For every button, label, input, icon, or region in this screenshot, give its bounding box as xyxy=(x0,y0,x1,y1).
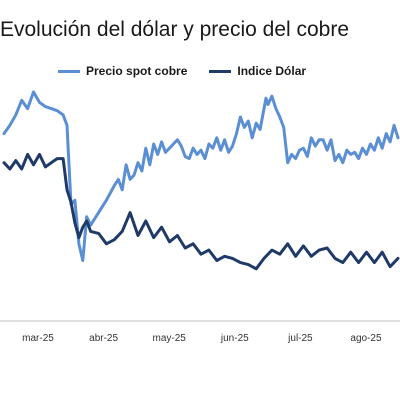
legend-item-dollar-index: Indice Dólar xyxy=(209,64,306,78)
legend: Precio spot cobre Indice Dólar xyxy=(58,64,306,78)
x-tick-label: jul-25 xyxy=(287,333,313,344)
plot-area xyxy=(2,90,400,271)
x-tick-label: mar-25 xyxy=(22,333,54,344)
series-line-copper-spot-price xyxy=(2,90,400,262)
x-tick-label: ago-25 xyxy=(350,333,382,344)
series-line-dollar-index xyxy=(2,152,400,271)
x-tick-label: abr-25 xyxy=(89,333,118,344)
legend-item-copper: Precio spot cobre xyxy=(58,64,187,78)
legend-label-dollar-index: Indice Dólar xyxy=(237,64,307,78)
legend-label-copper: Precio spot cobre xyxy=(86,64,188,78)
legend-swatch-dollar-index xyxy=(209,69,232,73)
chart-title: Evolución del dólar y precio del cobre xyxy=(0,18,350,41)
x-axis-ticks: mar-25 abr-25 may-25 jun-25 jul-25 ago-25 xyxy=(22,333,382,344)
x-tick-label: may-25 xyxy=(153,333,187,344)
x-tick-label: jun-25 xyxy=(220,333,249,344)
legend-swatch-copper xyxy=(58,69,80,73)
